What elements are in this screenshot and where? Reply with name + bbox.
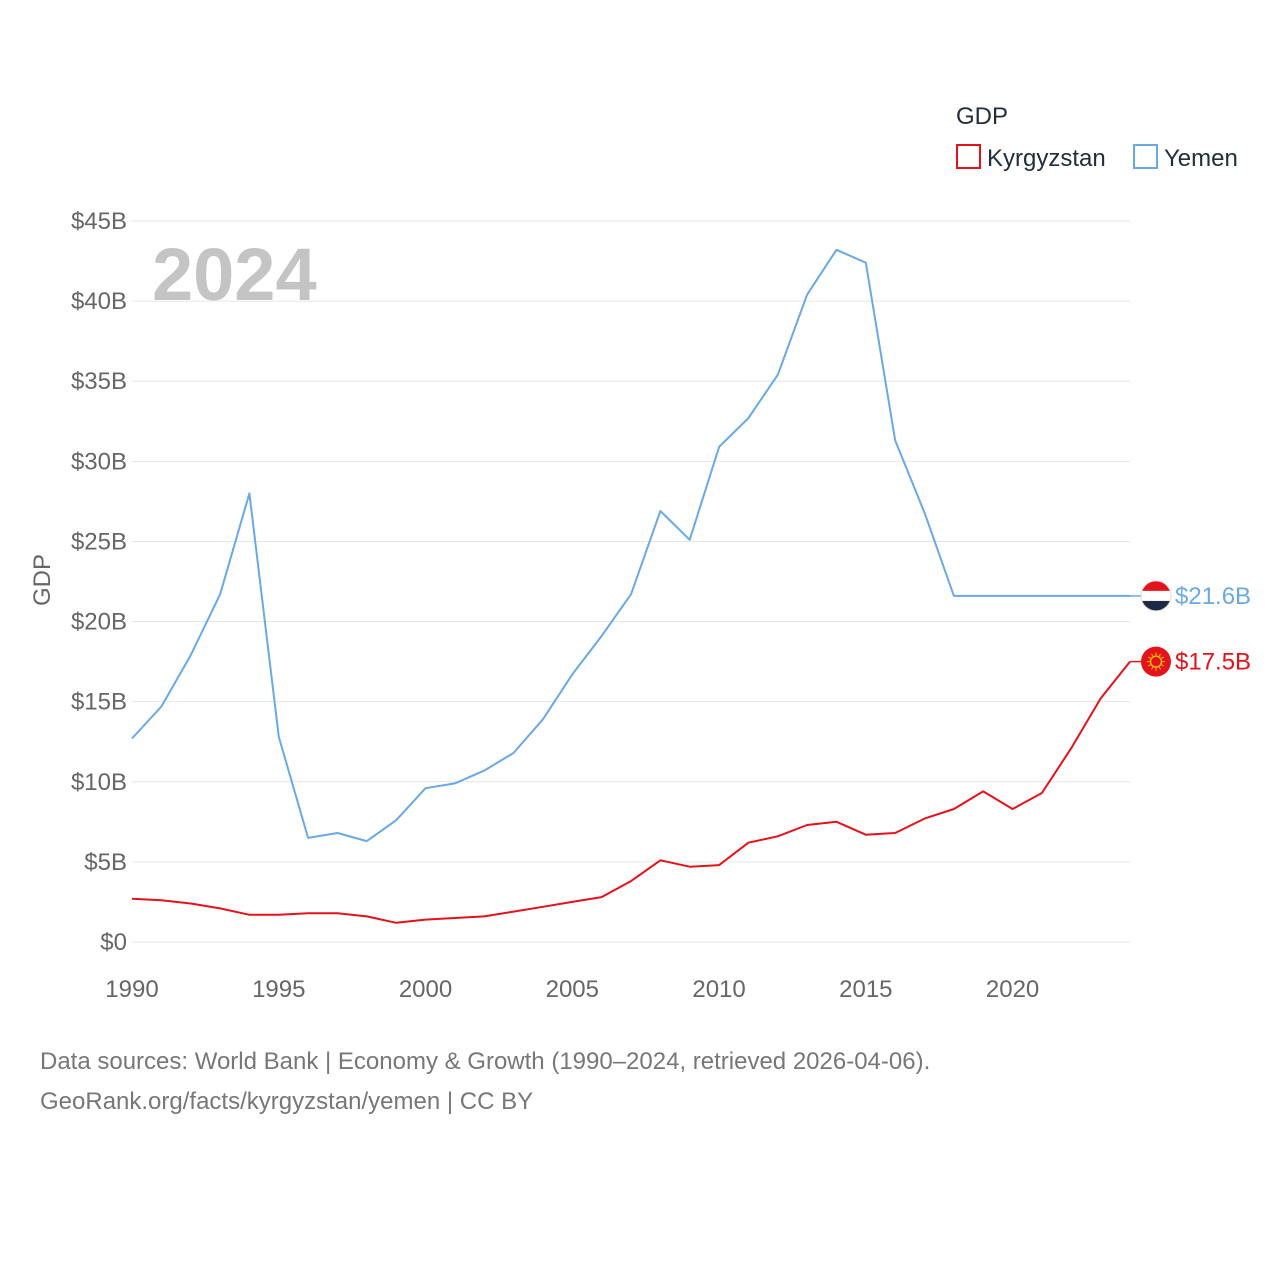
y-tick-label: $5B [84,849,127,876]
y-tick-label: $30B [71,448,127,475]
y-axis-title: GDP [29,554,56,606]
end-value-label-kyrgyzstan: $17.5B [1175,649,1251,676]
source-line: Data sources: World Bank | Economy & Gro… [40,1048,931,1075]
y-tick-label: $20B [71,609,127,636]
legend-item-kyrgyzstan[interactable]: Kyrgyzstan [956,144,1106,172]
source-footer: Data sources: World Bank | Economy & Gro… [40,1042,1240,1122]
series-lines [131,248,1131,924]
x-tick-label: 2010 [692,976,745,1003]
x-tick-label: 2005 [546,976,599,1003]
x-tick-label: 2000 [399,976,452,1003]
y-tick-label: $10B [71,769,127,796]
y-tick-label: $45B [71,208,127,235]
legend-title: GDP [956,103,1008,130]
legend-label-kyrgyzstan: Kyrgyzstan [987,145,1106,172]
x-tick-label: 1995 [252,976,305,1003]
x-tick-label: 1990 [105,976,158,1003]
gridlines [132,220,1130,943]
series-end-markers: $17.5B $21.6B [1130,580,1251,677]
x-tick-label: 2020 [986,976,1039,1003]
yemen-flag-icon [1140,580,1172,612]
legend-swatch-kyrgyzstan [956,144,981,169]
gdp-line-chart: $0 $5B $10B $15B $20B $25B $30B $35B $40B $45B 19… [29,103,1251,1003]
legend-swatch-yemen [1133,144,1158,169]
y-tick-label: $25B [71,528,127,555]
y-axis-ticks: $0 $5B $10B $15B $20B $25B $30B $35B $40B $45B [71,208,127,956]
x-axis-ticks: 1990 1995 2000 2005 2010 2015 2020 [105,976,1039,1003]
legend: GDP Kyrgyzstan Yemen [956,103,1238,172]
legend-label-yemen: Yemen [1164,145,1238,172]
y-tick-label: $35B [71,368,127,395]
x-tick-label: 2015 [839,976,892,1003]
legend-item-yemen[interactable]: Yemen [1133,144,1238,172]
y-tick-label: $40B [71,288,127,315]
kyrgyzstan-flag-icon [1141,646,1171,677]
y-tick-label: $0 [100,929,127,956]
source-url-line: GeoRank.org/facts/kyrgyzstan/yemen | CC … [40,1088,534,1115]
series-line-yemen[interactable] [131,248,1130,843]
end-value-label-yemen: $21.6B [1175,583,1251,610]
year-watermark: 2024 [152,233,317,316]
series-line-kyrgyzstan[interactable] [131,660,1131,924]
y-tick-label: $15B [71,689,127,716]
